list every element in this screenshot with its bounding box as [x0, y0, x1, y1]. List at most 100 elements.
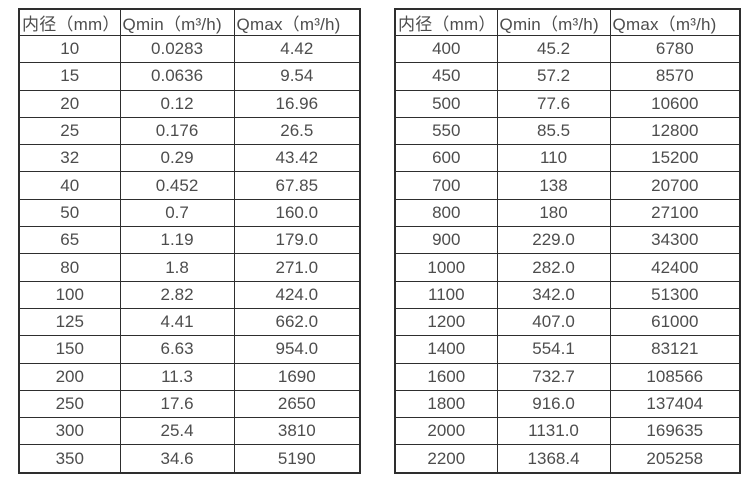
table-row: 400 45.2 6780	[394, 34, 741, 64]
table-row: 450 57.2 8570	[394, 62, 741, 91]
flow-spec-table-small-diameters: 内径（mm） Qmin（m³/h) Qmax（m³/h) 10 0.0283 4.4…	[18, 8, 362, 474]
cell-qmin: 0.29	[119, 144, 235, 173]
col-header-inner-diameter: 内径（mm）	[394, 8, 498, 36]
table-row: 1000 282.0 42400	[394, 253, 741, 282]
cell-qmax: 1690	[233, 362, 361, 391]
cell-qmax: 662.0	[233, 307, 361, 337]
table-row: 10 0.0283 4.42	[18, 34, 361, 64]
cell-qmin: 916.0	[496, 389, 611, 419]
cell-inner-diameter: 250	[18, 389, 121, 419]
flow-spec-table-large-diameters: 内径（mm） Qmin（m³/h) Qmax（m³/h) 400 45.2 6780…	[394, 8, 742, 474]
cell-inner-diameter: 200	[18, 362, 121, 391]
cell-qmin: 407.0	[496, 307, 611, 337]
cell-qmin: 85.5	[496, 116, 611, 146]
cell-qmax: 12800	[609, 116, 741, 146]
cell-qmin: 57.2	[496, 62, 611, 91]
table-row: 1800 916.0 137404	[394, 389, 741, 419]
cell-qmax: 6780	[609, 34, 741, 64]
cell-qmax: 137404	[609, 389, 741, 419]
cell-inner-diameter: 10	[18, 34, 121, 64]
cell-inner-diameter: 1400	[394, 335, 498, 364]
cell-inner-diameter: 2200	[394, 444, 498, 474]
cell-qmax: 61000	[609, 307, 741, 337]
cell-inner-diameter: 32	[18, 144, 121, 173]
cell-qmin: 34.6	[119, 444, 235, 474]
cell-qmax: 205258	[609, 444, 741, 474]
cell-qmax: 51300	[609, 280, 741, 309]
cell-inner-diameter: 900	[394, 226, 498, 255]
cell-qmin: 17.6	[119, 389, 235, 419]
cell-qmin: 1368.4	[496, 444, 611, 474]
cell-qmax: 8570	[609, 62, 741, 91]
cell-qmin: 4.41	[119, 307, 235, 337]
cell-qmax: 424.0	[233, 280, 361, 309]
col-header-qmin: Qmin（m³/h)	[496, 8, 611, 36]
table-row: 150 6.63 954.0	[18, 335, 361, 364]
table-row: 15 0.0636 9.54	[18, 62, 361, 91]
cell-qmin: 180	[496, 198, 611, 228]
cell-qmin: 0.0636	[119, 62, 235, 91]
cell-qmax: 15200	[609, 144, 741, 173]
table-body-large-diameters: 400 45.2 6780 450 57.2 8570 500 77.6 10600 550 85.…	[394, 34, 741, 474]
cell-qmin: 138	[496, 171, 611, 200]
cell-qmax: 160.0	[233, 198, 361, 228]
cell-inner-diameter: 800	[394, 198, 498, 228]
cell-inner-diameter: 2000	[394, 417, 498, 446]
cell-qmin: 25.4	[119, 417, 235, 446]
header-row: 内径（mm） Qmin（m³/h) Qmax（m³/h)	[394, 8, 741, 36]
cell-inner-diameter: 450	[394, 62, 498, 91]
header-row: 内径（mm） Qmin（m³/h) Qmax（m³/h)	[18, 8, 361, 36]
cell-qmin: 229.0	[496, 226, 611, 255]
cell-inner-diameter: 700	[394, 171, 498, 200]
cell-inner-diameter: 1800	[394, 389, 498, 419]
table-row: 80 1.8 271.0	[18, 253, 361, 282]
cell-inner-diameter: 500	[394, 89, 498, 118]
table-row: 250 17.6 2650	[18, 389, 361, 419]
col-header-inner-diameter: 内径（mm）	[18, 8, 121, 36]
cell-qmax: 9.54	[233, 62, 361, 91]
cell-qmax: 108566	[609, 362, 741, 391]
table-row: 800 180 27100	[394, 198, 741, 228]
table-row: 2200 1368.4 205258	[394, 444, 741, 474]
cell-qmax: 954.0	[233, 335, 361, 364]
cell-qmax: 34300	[609, 226, 741, 255]
cell-qmax: 2650	[233, 389, 361, 419]
cell-qmin: 6.63	[119, 335, 235, 364]
table-row: 2000 1131.0 169635	[394, 417, 741, 446]
cell-inner-diameter: 1200	[394, 307, 498, 337]
cell-qmax: 16.96	[233, 89, 361, 118]
cell-qmax: 43.42	[233, 144, 361, 173]
cell-qmax: 83121	[609, 335, 741, 364]
cell-qmin: 77.6	[496, 89, 611, 118]
cell-qmin: 0.12	[119, 89, 235, 118]
cell-qmin: 0.176	[119, 116, 235, 146]
cell-qmin: 554.1	[496, 335, 611, 364]
cell-inner-diameter: 550	[394, 116, 498, 146]
cell-qmax: 42400	[609, 253, 741, 282]
table-row: 1400 554.1 83121	[394, 335, 741, 364]
cell-qmin: 732.7	[496, 362, 611, 391]
cell-inner-diameter: 25	[18, 116, 121, 146]
table-row: 350 34.6 5190	[18, 444, 361, 474]
cell-inner-diameter: 80	[18, 253, 121, 282]
cell-inner-diameter: 125	[18, 307, 121, 337]
table-row: 900 229.0 34300	[394, 226, 741, 255]
cell-inner-diameter: 350	[18, 444, 121, 474]
cell-inner-diameter: 1600	[394, 362, 498, 391]
table-row: 500 77.6 10600	[394, 89, 741, 118]
table-row: 550 85.5 12800	[394, 116, 741, 146]
col-header-qmin: Qmin（m³/h)	[119, 8, 235, 36]
cell-inner-diameter: 20	[18, 89, 121, 118]
col-header-qmax: Qmax（m³/h)	[233, 8, 361, 36]
cell-qmin: 110	[496, 144, 611, 173]
table-row: 1600 732.7 108566	[394, 362, 741, 391]
cell-qmax: 20700	[609, 171, 741, 200]
table-row: 600 110 15200	[394, 144, 741, 173]
table-row: 1200 407.0 61000	[394, 307, 741, 337]
cell-qmin: 0.7	[119, 198, 235, 228]
cell-qmin: 0.0283	[119, 34, 235, 64]
cell-qmax: 169635	[609, 417, 741, 446]
cell-inner-diameter: 1000	[394, 253, 498, 282]
cell-qmin: 1.19	[119, 226, 235, 255]
